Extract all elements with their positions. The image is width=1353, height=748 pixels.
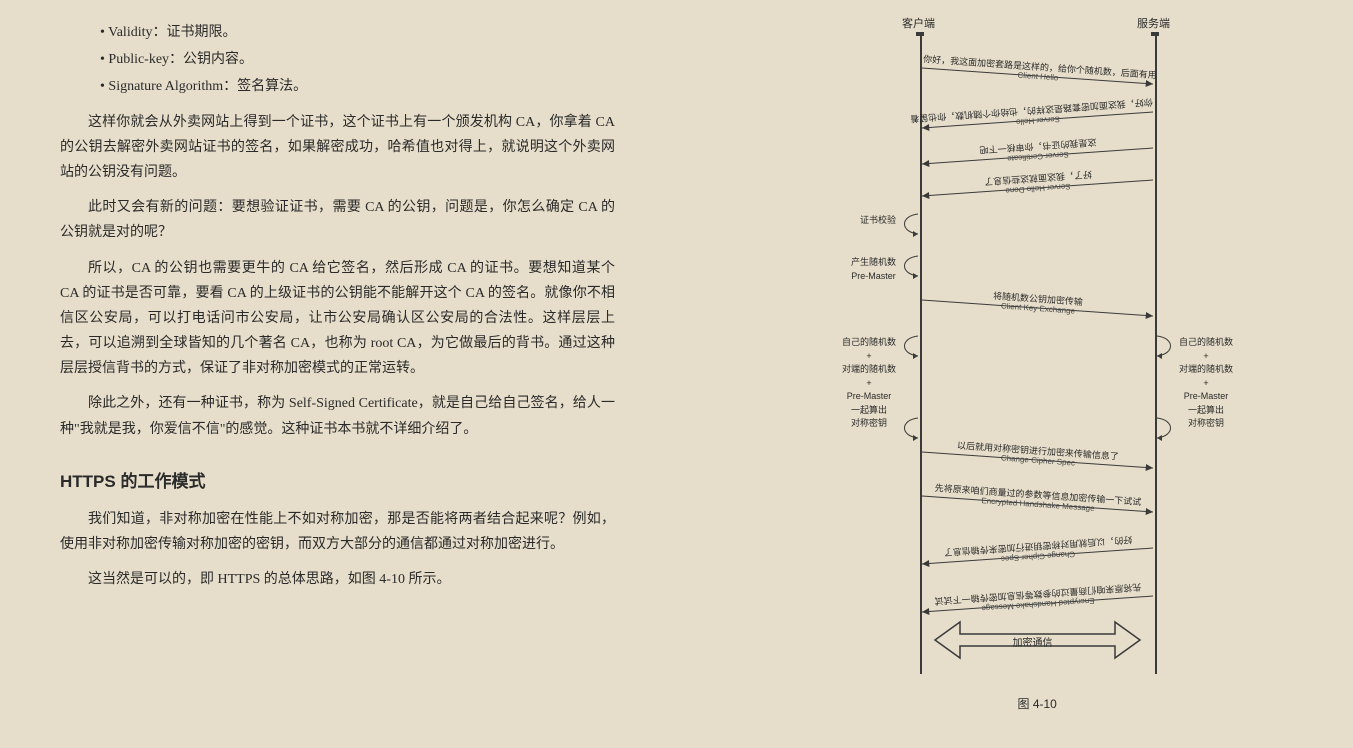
body-paragraph: 这样你就会从外卖网站上得到一个证书，这个证书上有一个颁发机构 CA，你拿着 CA…	[60, 110, 615, 186]
left-page: Validity：证书期限。Public-key：公钥内容。Signature …	[0, 0, 675, 748]
body-paragraph: 除此之外，还有一种证书，称为 Self-Signed Certificate，就…	[60, 391, 615, 441]
body-paragraph: 所以，CA 的公钥也需要更牛的 CA 给它签名，然后形成 CA 的证书。要想知道…	[60, 256, 615, 382]
body-paragraph: 这当然是可以的，即 HTTPS 的总体思路，如图 4-10 所示。	[60, 567, 615, 592]
encrypted-comm-label: 加密通信	[1013, 634, 1053, 649]
encrypted-comm-arrow	[695, 10, 1330, 710]
right-page: 客户端服务端你好，我这面加密套路是这样的，给你个随机数，后面有用Client H…	[675, 0, 1353, 748]
bullet-item: Signature Algorithm：签名算法。	[100, 74, 615, 99]
body-paragraph: 此时又会有新的问题：要想验证证书，需要 CA 的公钥，问题是，你怎么确定 CA …	[60, 195, 615, 245]
body-paragraph: 我们知道，非对称加密在性能上不如对称加密，那是否能将两者结合起来呢？例如，使用非…	[60, 507, 615, 557]
bullet-item: Public-key：公钥内容。	[100, 47, 615, 72]
figure-caption: 图 4-10	[1018, 695, 1057, 712]
section-heading: HTTPS 的工作模式	[60, 467, 615, 492]
https-sequence-diagram: 客户端服务端你好，我这面加密套路是这样的，给你个随机数，后面有用Client H…	[695, 10, 1330, 710]
bullet-item: Validity：证书期限。	[100, 20, 615, 45]
